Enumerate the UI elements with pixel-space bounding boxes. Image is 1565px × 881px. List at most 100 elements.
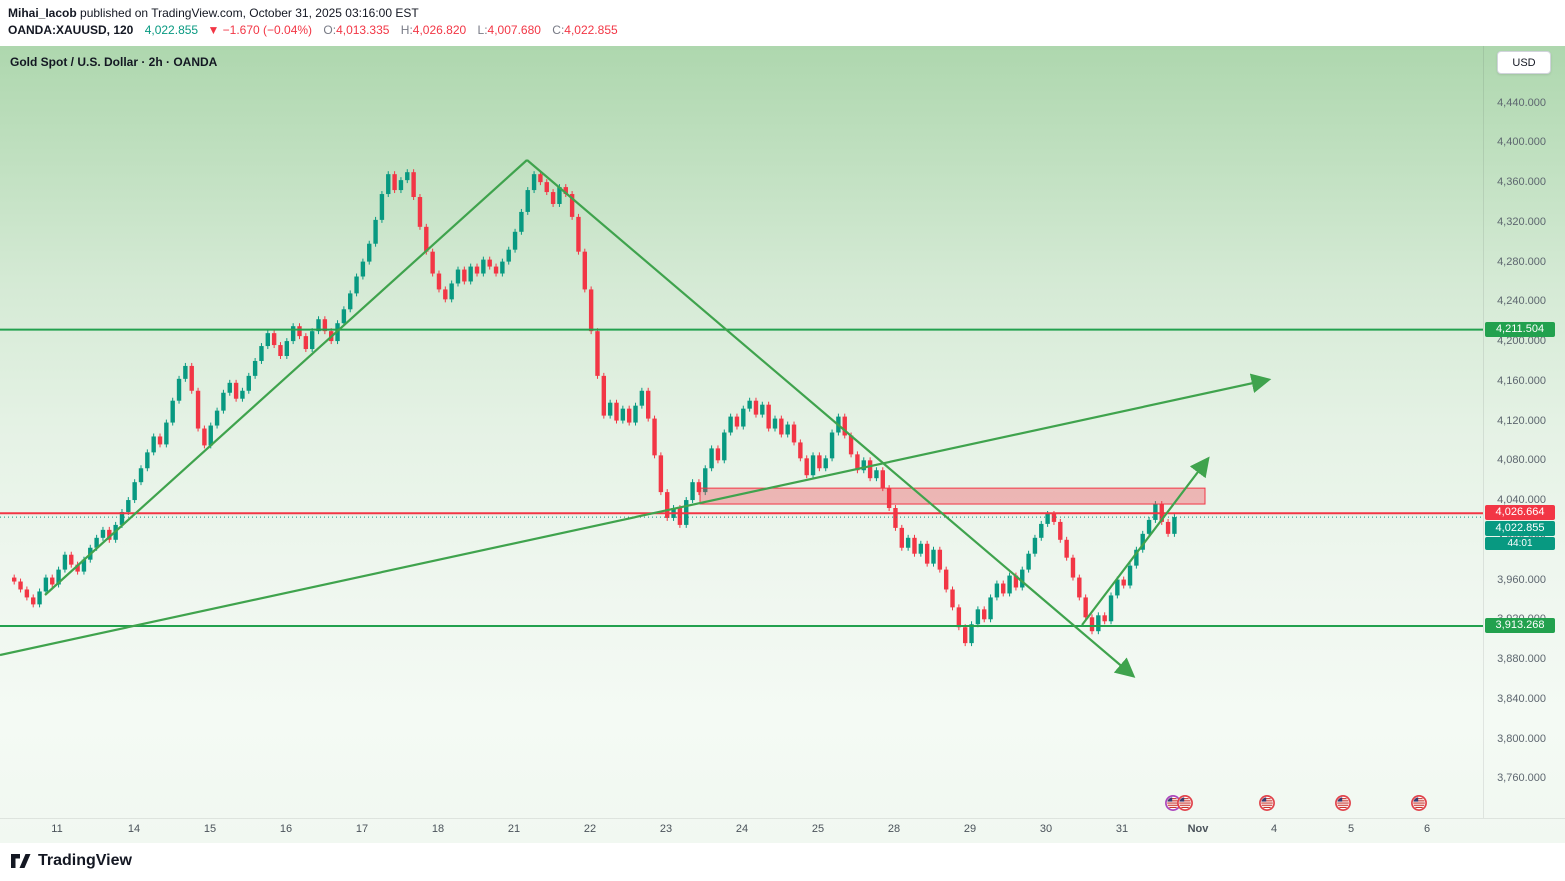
economic-event-flag[interactable] xyxy=(1259,795,1275,811)
candle-body xyxy=(519,211,524,232)
time-axis-tick: 5 xyxy=(1347,823,1355,835)
candle-body xyxy=(703,468,708,493)
economic-event-flag[interactable] xyxy=(1335,795,1351,811)
price-axis-tick: 3,960.000 xyxy=(1497,573,1546,586)
price-axis-tick: 4,240.000 xyxy=(1497,295,1546,308)
price-axis-tick: 4,280.000 xyxy=(1497,255,1546,268)
candle-body xyxy=(880,470,885,489)
chart-title: Gold Spot / U.S. Dollar · 2h · OANDA xyxy=(10,55,218,69)
candle-body xyxy=(1140,533,1145,550)
candle-body xyxy=(665,492,670,518)
candle-body xyxy=(1032,537,1038,554)
candle-body xyxy=(550,192,556,204)
time-axis-tick: 25 xyxy=(811,823,825,835)
open-value: 4,013.335 xyxy=(336,23,390,37)
tradingview-logo[interactable]: TradingView xyxy=(10,851,132,871)
candle-body xyxy=(157,436,163,445)
candle-body xyxy=(512,231,518,250)
candle-body xyxy=(722,432,727,461)
candle-body xyxy=(81,559,87,572)
candle-body xyxy=(595,331,600,376)
candle-body xyxy=(252,360,258,376)
candle-body xyxy=(278,345,283,356)
candle-body xyxy=(658,455,664,493)
candle-body xyxy=(1007,575,1012,594)
candle-body xyxy=(785,424,790,435)
candle-body xyxy=(316,319,321,332)
candle-body xyxy=(417,197,423,227)
candle-body xyxy=(56,569,61,585)
time-axis-tick: 15 xyxy=(203,823,217,835)
time-axis-tick: 4 xyxy=(1270,823,1278,835)
candle-body xyxy=(582,251,587,290)
candle-body xyxy=(626,408,632,423)
candle-body xyxy=(544,182,549,193)
high-value: 4,026.820 xyxy=(412,23,467,37)
time-axis-tick: 29 xyxy=(963,823,977,835)
low-value: 4,007.680 xyxy=(487,23,541,37)
candle-body xyxy=(633,405,638,423)
candle-body xyxy=(893,508,898,528)
candle-body xyxy=(607,402,613,416)
candle-body xyxy=(500,261,505,274)
price-level-pill: 3,913.268 xyxy=(1485,617,1555,633)
candle-body xyxy=(601,375,607,416)
price-level-pill: 4,211.504 xyxy=(1485,321,1555,337)
candle-body xyxy=(1077,577,1082,598)
candle-body xyxy=(1083,597,1088,618)
candle-body xyxy=(1115,579,1120,596)
candle-body xyxy=(1058,521,1063,540)
candle-body xyxy=(810,455,816,476)
candle-body xyxy=(474,266,480,274)
candle-body xyxy=(620,408,626,421)
candle-body xyxy=(62,554,68,570)
candle-body xyxy=(741,408,746,427)
tradingview-logo-icon xyxy=(11,854,31,868)
candle-body xyxy=(126,500,131,512)
price-axis-tick: 3,880.000 xyxy=(1497,653,1546,666)
trendline[interactable] xyxy=(526,159,1136,678)
candle-body xyxy=(677,508,683,525)
candle-body xyxy=(1051,513,1057,522)
candle-body xyxy=(436,273,442,290)
economic-event-flag[interactable] xyxy=(1177,795,1193,811)
candle-body xyxy=(468,266,473,282)
candle-body xyxy=(1001,583,1006,594)
trendline[interactable] xyxy=(0,373,1272,657)
price-axis-tick: 3,840.000 xyxy=(1497,692,1546,705)
economic-event-flag[interactable] xyxy=(1411,795,1427,811)
chart-area[interactable]: Gold Spot / U.S. Dollar · 2h · OANDA USD… xyxy=(0,46,1565,843)
time-axis-separator xyxy=(0,818,1565,819)
candle-body xyxy=(176,378,182,401)
candle-body xyxy=(1153,504,1158,520)
close-label: C: xyxy=(552,23,565,37)
candle-body xyxy=(1134,549,1139,566)
candle-body xyxy=(271,333,277,346)
candle-body xyxy=(214,410,220,426)
currency-button[interactable]: USD xyxy=(1497,51,1551,74)
us-flag-icon xyxy=(1411,795,1427,811)
candle-body xyxy=(183,365,188,379)
candle-body xyxy=(341,309,347,324)
economic-event-flag[interactable] xyxy=(1165,795,1181,811)
trendline[interactable] xyxy=(44,159,528,596)
candle-body xyxy=(367,243,372,262)
candle-body xyxy=(379,194,385,220)
candle-body xyxy=(443,289,448,300)
candle-body xyxy=(804,458,809,476)
candle-body xyxy=(360,261,366,277)
candle-body xyxy=(867,460,873,479)
candle-body xyxy=(246,375,251,391)
candle-body xyxy=(322,319,328,332)
price-axis-tick: 4,160.000 xyxy=(1497,374,1546,387)
candle-body xyxy=(709,448,714,469)
candle-body xyxy=(975,609,981,625)
last-price-pill: 4,022.855 xyxy=(1485,521,1555,537)
candle-body xyxy=(969,624,974,644)
candle-body xyxy=(405,172,410,181)
trendline[interactable] xyxy=(1081,456,1210,626)
chart-canvas[interactable] xyxy=(0,46,1565,843)
candle-body xyxy=(411,172,416,198)
close-value: 4,022.855 xyxy=(564,23,618,37)
candle-body xyxy=(195,390,201,429)
